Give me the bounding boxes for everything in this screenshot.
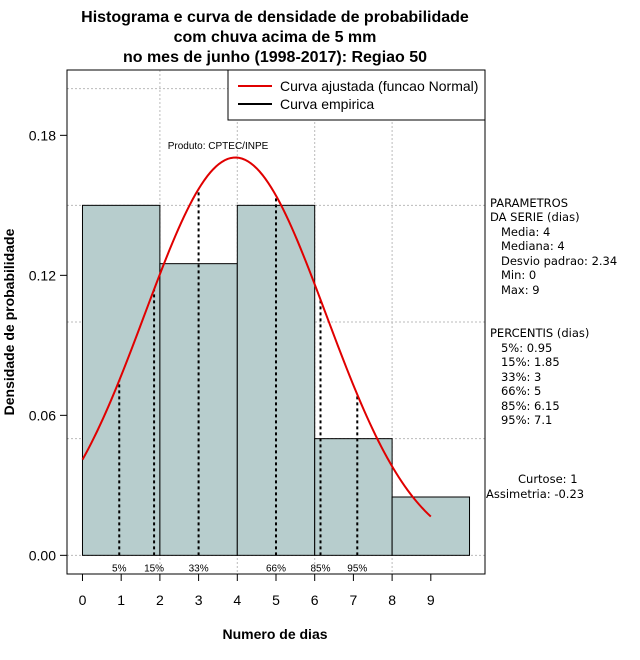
series-parameters-panel: PARAMETROS DA SERIE (dias) Media: 4 Medi… [490, 196, 617, 297]
normal-fit-curve [81, 156, 432, 518]
param-line: Desvio padrao: 2.34 [490, 254, 617, 268]
histogram-bar [314, 438, 393, 556]
x-tick-label: 4 [233, 592, 241, 608]
param-line: Media: 4 [490, 225, 550, 239]
percentile-label: 85% [311, 563, 331, 574]
param-line: DA SERIE (dias) [490, 210, 580, 224]
y-tick-label: 0.12 [29, 267, 56, 283]
product-label: Produto: CPTEC/INPE [168, 141, 269, 152]
legend-label-fitted: Curva ajustada (funcao Normal) [280, 78, 478, 94]
fitted-curve [81, 156, 432, 518]
y-tick-label: 0.00 [29, 547, 56, 563]
chart-title-line-1: Histograma e curva de densidade de proba… [81, 9, 469, 26]
percentile-line: 85%: 6.15 [490, 399, 560, 413]
x-tick-label: 3 [195, 592, 203, 608]
percentile-line: PERCENTIS (dias) [490, 326, 589, 340]
x-tick-label: 7 [350, 592, 358, 608]
legend: Curva ajustada (funcao Normal) Curva emp… [227, 69, 486, 121]
percentile-label: 66% [266, 563, 286, 574]
percentile-label: 95% [347, 563, 367, 574]
percentile-label: 33% [189, 563, 209, 574]
percentile-label: 15% [144, 563, 164, 574]
x-tick-label: 9 [427, 592, 435, 608]
percentiles-panel: PERCENTIS (dias) 5%: 0.95 15%: 1.85 33%:… [490, 326, 589, 427]
y-tick-label: 0.18 [29, 127, 56, 143]
x-tick-label: 0 [79, 592, 87, 608]
histogram-bars [81, 204, 471, 556]
chart-title-line-3: no mes de junho (1998-2017): Regiao 50 [123, 49, 427, 66]
skewness-text: Assimetria: -0.23 [486, 487, 584, 501]
chart-title-line-2: com chuva acima de 5 mm [174, 29, 377, 46]
x-tick-label: 2 [156, 592, 164, 608]
kurtosis-text: Curtose: 1 [518, 472, 578, 486]
param-line: Min: 0 [490, 268, 536, 282]
percentile-line: 15%: 1.85 [490, 355, 560, 369]
legend-box [227, 69, 486, 121]
param-line: Max: 9 [490, 283, 540, 297]
percentile-label: 5% [112, 563, 127, 574]
percentile-lines: 5% 15% 33% 66% 85% 95% [112, 188, 367, 574]
x-tick-label: 5 [272, 592, 280, 608]
percentile-line: 66%: 5 [490, 384, 541, 398]
y-axis-label: Densidade de probabilidade [1, 228, 17, 415]
x-axis-label: Numero de dias [222, 626, 327, 642]
legend-label-empirical: Curva empirica [280, 96, 374, 112]
percentile-line: 33%: 3 [490, 370, 541, 384]
param-line: PARAMETROS [490, 196, 568, 210]
percentile-line: 95%: 7.1 [490, 413, 552, 427]
histogram-bar [391, 496, 471, 556]
histogram-bar [81, 204, 161, 556]
axes: 0 1 2 3 4 5 6 7 8 9 0.00 0.06 0.12 0.18 [29, 127, 435, 608]
param-line: Mediana: 4 [490, 239, 565, 253]
x-tick-label: 1 [117, 592, 125, 608]
x-tick-label: 8 [388, 592, 396, 608]
x-tick-label: 6 [311, 592, 319, 608]
percentile-line: 5%: 0.95 [490, 341, 552, 355]
y-tick-label: 0.06 [29, 407, 56, 423]
